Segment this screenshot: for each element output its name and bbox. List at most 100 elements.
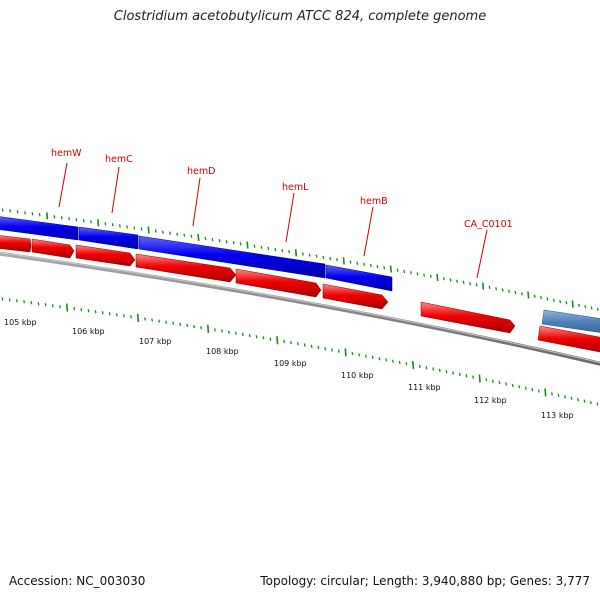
leader-hemL (285, 192, 295, 243)
minor-tick (475, 283, 478, 287)
minor-tick (183, 233, 186, 237)
minor-tick (190, 234, 193, 238)
minor-tick (227, 330, 230, 334)
major-tick (66, 303, 69, 312)
major-tick (197, 233, 200, 241)
kbp-label: 112 kbp (474, 396, 507, 405)
genome-backbone-highlight (0, 252, 600, 364)
blue-feature (78, 226, 139, 250)
minor-tick (60, 216, 63, 220)
minor-tick (531, 387, 534, 392)
minor-tick (75, 218, 78, 222)
minor-tick (458, 372, 461, 377)
minor-tick (315, 254, 318, 258)
major-tick (571, 300, 574, 308)
minor-tick (514, 290, 517, 295)
minor-tick (169, 231, 172, 235)
minor-tick (179, 322, 182, 327)
minor-tick (283, 339, 286, 344)
minor-tick (533, 294, 536, 298)
kbp-label: 111 kbp (408, 383, 441, 392)
minor-tick (391, 359, 394, 363)
minor-tick (221, 329, 223, 333)
leader-hemW (58, 162, 68, 208)
minor-tick (429, 274, 432, 278)
minor-tick (16, 210, 19, 214)
minor-tick (570, 396, 573, 400)
minor-tick (416, 272, 419, 276)
map-title: Clostridium acetobutylicum ATCC 824, com… (113, 9, 487, 24)
leader-hemC (111, 166, 120, 214)
major-tick (389, 265, 392, 273)
minor-tick (1, 208, 4, 212)
minor-tick (322, 255, 325, 260)
minor-tick (274, 247, 277, 252)
minor-tick (432, 367, 435, 371)
minor-tick (557, 393, 560, 397)
minor-tick (165, 320, 168, 324)
minor-tick (232, 241, 235, 245)
gene-label-hemW: hemW (51, 148, 82, 159)
minor-tick (505, 382, 508, 386)
minor-tick (9, 209, 12, 213)
cds-arrow (537, 325, 600, 353)
major-tick (294, 249, 298, 257)
minor-tick (310, 344, 313, 348)
minor-tick (396, 268, 399, 272)
kbp-label: 113 kbp (541, 411, 574, 420)
minor-tick (511, 383, 514, 388)
minor-tick (68, 217, 71, 221)
minor-tick (369, 263, 372, 268)
minor-tick (101, 311, 104, 315)
cds-track (0, 235, 600, 353)
minor-tick (308, 253, 311, 257)
minor-tick (115, 313, 118, 317)
minor-tick (491, 379, 494, 383)
minor-tick (176, 232, 179, 236)
minor-tick (501, 288, 504, 292)
minor-tick (356, 261, 359, 265)
minor-tick (260, 245, 263, 249)
gene-label-hemL: hemL (282, 182, 309, 193)
minor-tick (425, 366, 428, 370)
minor-tick (385, 358, 388, 362)
minor-tick (449, 278, 452, 282)
minor-tick (8, 298, 11, 302)
minor-tick (234, 331, 237, 335)
minor-tick (564, 395, 566, 399)
minor-tick (358, 353, 361, 357)
accession-text: Accession: NC_003030 (9, 574, 146, 588)
minor-tick (438, 368, 441, 373)
minor-tick (38, 213, 41, 217)
minor-tick (255, 335, 258, 339)
minor-tick (1, 297, 4, 301)
minor-tick (193, 324, 196, 329)
kbp-label: 107 kbp (139, 337, 172, 346)
minor-tick (262, 336, 265, 340)
minor-tick (23, 300, 26, 304)
major-tick (482, 282, 485, 290)
minor-tick (445, 370, 448, 374)
minor-tick (409, 271, 412, 275)
minor-tick (584, 305, 587, 309)
minor-tick (89, 220, 92, 224)
major-tick (342, 257, 345, 265)
cds-arrow (322, 283, 389, 310)
major-tick (246, 241, 249, 249)
minor-tick (577, 397, 579, 402)
kbp-label: 105 kbp (4, 318, 37, 327)
minor-tick (108, 312, 111, 316)
minor-tick (495, 287, 498, 291)
leader-hemB (363, 206, 374, 257)
minor-tick (418, 364, 421, 369)
minor-tick (363, 262, 366, 267)
minor-tick (24, 211, 26, 215)
minor-tick (403, 269, 406, 274)
steel-feature (541, 309, 600, 333)
cds-arrow (31, 238, 75, 259)
minor-tick (462, 280, 465, 285)
minor-tick (550, 392, 553, 396)
blue-feature (0, 216, 79, 241)
minor-tick (508, 289, 510, 293)
